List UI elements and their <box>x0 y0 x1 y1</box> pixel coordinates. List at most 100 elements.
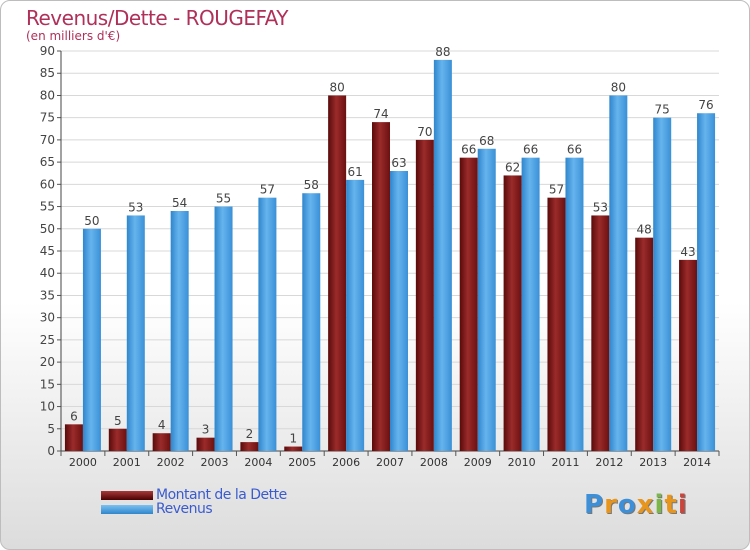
x-tick-label: 2005 <box>288 456 316 469</box>
data-label: 1 <box>289 432 297 446</box>
y-tick-label: 35 <box>40 288 55 302</box>
data-label: 43 <box>680 245 695 259</box>
logo-letter: i <box>677 490 688 520</box>
data-label: 57 <box>549 183 564 197</box>
bar-revenue <box>126 215 145 451</box>
legend-item-revenue: Revenus <box>101 501 213 517</box>
data-label: 80 <box>611 80 626 94</box>
data-label: 61 <box>347 165 362 179</box>
data-label: 66 <box>567 143 582 157</box>
logo-letter: P <box>584 490 605 520</box>
x-tick-label: 2007 <box>376 456 404 469</box>
x-tick-label: 2010 <box>508 456 536 469</box>
data-label: 88 <box>435 45 450 59</box>
bar-revenue <box>170 211 189 451</box>
bar-revenue <box>258 197 277 451</box>
y-tick-label: 45 <box>40 244 55 258</box>
y-tick-label: 20 <box>40 355 55 369</box>
bar-debt <box>415 139 434 451</box>
data-label: 53 <box>128 200 143 214</box>
bar-debt <box>64 424 83 451</box>
data-label: 4 <box>158 418 166 432</box>
x-tick-label: 2011 <box>551 456 579 469</box>
proxiti-logo: Proxiti <box>584 490 688 520</box>
y-tick-label: 40 <box>40 266 55 280</box>
logo-letter: i <box>654 490 665 520</box>
legend-label-revenue: Revenus <box>156 501 213 517</box>
y-tick-label: 60 <box>40 177 55 191</box>
bar-revenue <box>346 179 365 451</box>
y-tick-label: 10 <box>40 400 55 414</box>
data-label: 76 <box>698 98 713 112</box>
bar-debt <box>591 215 610 451</box>
y-tick-label: 15 <box>40 377 55 391</box>
y-tick-label: 70 <box>40 133 55 147</box>
chart-subtitle: (en milliers d'€) <box>26 29 121 43</box>
data-label: 80 <box>329 80 344 94</box>
y-tick-label: 55 <box>40 200 55 214</box>
logo-letter: o <box>617 490 637 520</box>
y-tick-label: 25 <box>40 333 55 347</box>
data-label: 66 <box>461 143 476 157</box>
y-tick-label: 85 <box>40 66 55 80</box>
x-tick-label: 2009 <box>464 456 492 469</box>
x-tick-label: 2014 <box>683 456 711 469</box>
data-label: 63 <box>391 156 406 170</box>
bar-debt <box>108 428 127 451</box>
bar-revenue <box>609 95 628 451</box>
data-label: 62 <box>505 160 520 174</box>
data-label: 3 <box>202 423 210 437</box>
logo-letter: t <box>664 490 678 520</box>
bar-debt <box>196 437 215 451</box>
legend-swatch-revenue <box>101 504 153 514</box>
data-label: 54 <box>172 196 187 210</box>
bar-debt <box>284 446 303 451</box>
data-label: 2 <box>246 427 254 441</box>
bar-debt <box>459 157 478 451</box>
bar-debt <box>240 442 259 451</box>
legend-item-debt: Montant de la Dette <box>101 487 287 503</box>
data-label: 70 <box>417 125 432 139</box>
bar-revenue <box>653 117 672 452</box>
y-tick-label: 65 <box>40 155 55 169</box>
bar-debt <box>152 433 171 451</box>
x-tick-label: 2000 <box>69 456 97 469</box>
x-tick-label: 2002 <box>157 456 185 469</box>
x-tick-label: 2012 <box>595 456 623 469</box>
logo-letter: x <box>636 490 655 520</box>
bar-debt <box>547 197 566 451</box>
bar-revenue <box>521 157 540 451</box>
bar-revenue <box>390 171 408 451</box>
data-label: 57 <box>260 183 275 197</box>
legend-swatch-debt <box>101 490 153 500</box>
bar-debt <box>328 95 347 451</box>
x-tick-label: 2003 <box>201 456 229 469</box>
bar-revenue <box>214 206 233 451</box>
data-label: 68 <box>479 134 494 148</box>
y-tick-label: 90 <box>40 44 55 58</box>
bar-debt <box>503 175 522 451</box>
data-label: 74 <box>373 107 388 121</box>
y-tick-label: 5 <box>47 422 55 436</box>
bar-debt <box>372 122 390 451</box>
x-tick-label: 2008 <box>420 456 448 469</box>
data-label: 6 <box>70 409 78 423</box>
y-tick-label: 80 <box>40 88 55 102</box>
x-tick-label: 2001 <box>113 456 141 469</box>
x-tick-label: 2013 <box>639 456 667 469</box>
bar-debt <box>635 237 654 451</box>
data-label: 75 <box>655 103 670 117</box>
data-label: 53 <box>593 200 608 214</box>
y-tick-label: 50 <box>40 222 55 236</box>
data-label: 5 <box>114 414 122 428</box>
chart-title: Revenus/Dette - ROUGEFAY <box>26 6 289 30</box>
data-label: 66 <box>523 143 538 157</box>
x-tick-label: 2004 <box>244 456 272 469</box>
bar-revenue <box>565 157 584 451</box>
y-tick-label: 30 <box>40 311 55 325</box>
bar-revenue <box>433 59 452 452</box>
logo-letter: r <box>604 490 618 520</box>
data-label: 55 <box>216 192 231 206</box>
